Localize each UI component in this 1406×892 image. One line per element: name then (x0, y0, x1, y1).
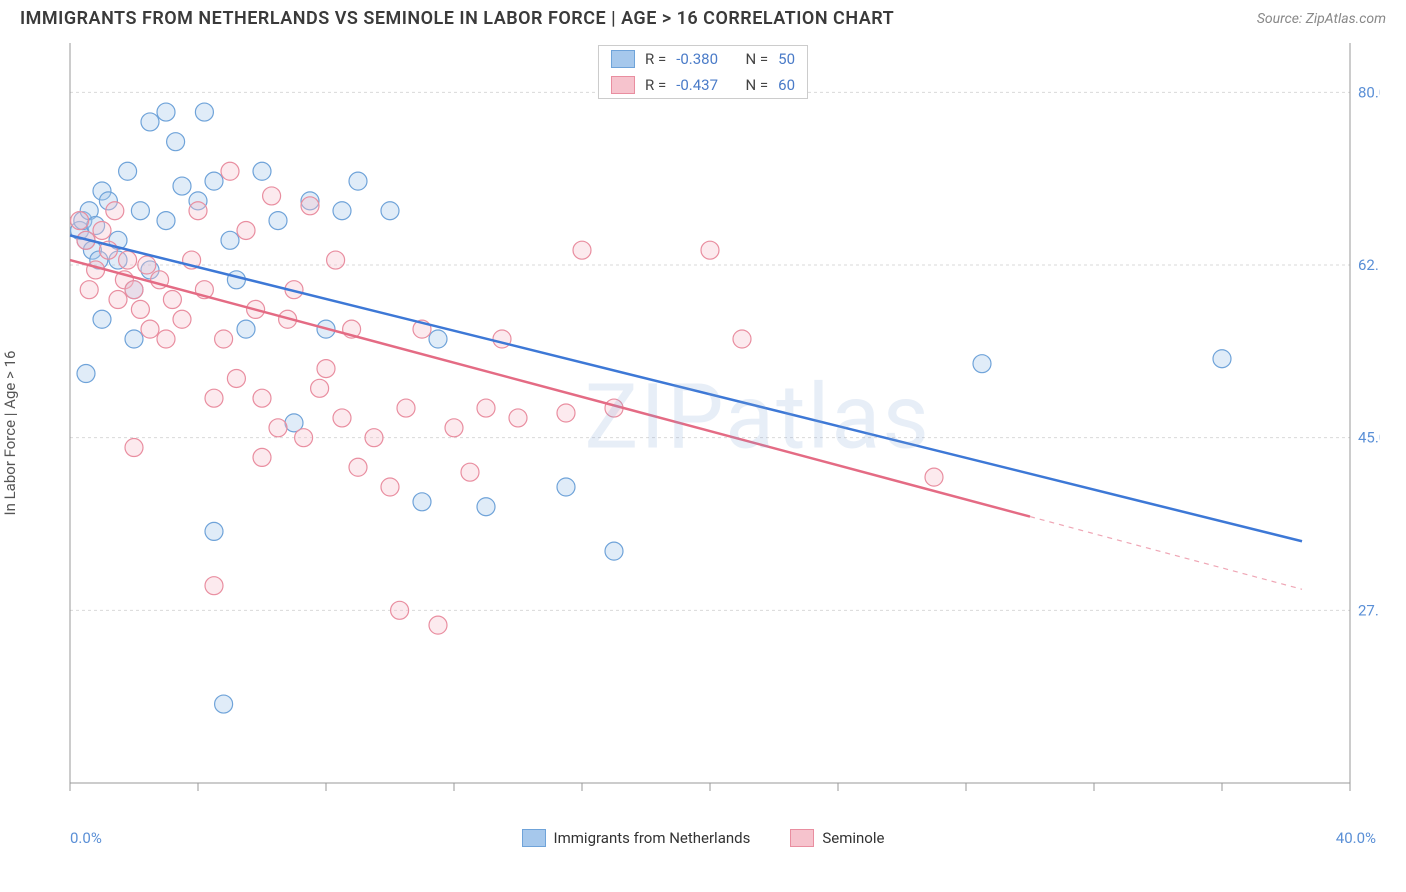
n-label: N = (745, 50, 768, 68)
r-label: R = (645, 50, 666, 68)
x-axis-label-min: 0.0% (70, 829, 102, 847)
r-value-0: -0.380 (676, 50, 718, 68)
x-axis-label-max: 40.0% (1336, 829, 1376, 847)
r-label: R = (645, 76, 666, 94)
svg-text:27.5%: 27.5% (1358, 601, 1380, 619)
n-label: N = (745, 76, 768, 94)
y-axis-label: In Labor Force | Age > 16 (1, 351, 19, 516)
source-value: ZipAtlas.com (1306, 11, 1386, 27)
legend-row-series-0: R = -0.380 N = 50 (599, 46, 807, 72)
scatter-plot-svg: 27.5% 45.0% 62.5% 80.0% (20, 33, 1380, 833)
svg-text:62.5%: 62.5% (1358, 256, 1380, 274)
svg-text:45.0%: 45.0% (1358, 429, 1380, 447)
n-value-1: 60 (778, 76, 795, 94)
source-label: Source: (1257, 11, 1306, 27)
correlation-legend: R = -0.380 N = 50 R = -0.437 N = 60 (598, 45, 808, 99)
legend-swatch-1 (611, 76, 635, 94)
chart-title: IMMIGRANTS FROM NETHERLANDS VS SEMINOLE … (20, 8, 894, 29)
source-attribution: Source: ZipAtlas.com (1257, 11, 1386, 27)
legend-row-series-1: R = -0.437 N = 60 (599, 72, 807, 98)
n-value-0: 50 (778, 50, 795, 68)
svg-text:80.0%: 80.0% (1358, 83, 1380, 101)
legend-swatch-0 (611, 50, 635, 68)
r-value-1: -0.437 (676, 76, 718, 94)
chart-area: In Labor Force | Age > 16 27.5%45.0%62.5… (20, 33, 1386, 833)
title-bar: IMMIGRANTS FROM NETHERLANDS VS SEMINOLE … (0, 0, 1406, 33)
